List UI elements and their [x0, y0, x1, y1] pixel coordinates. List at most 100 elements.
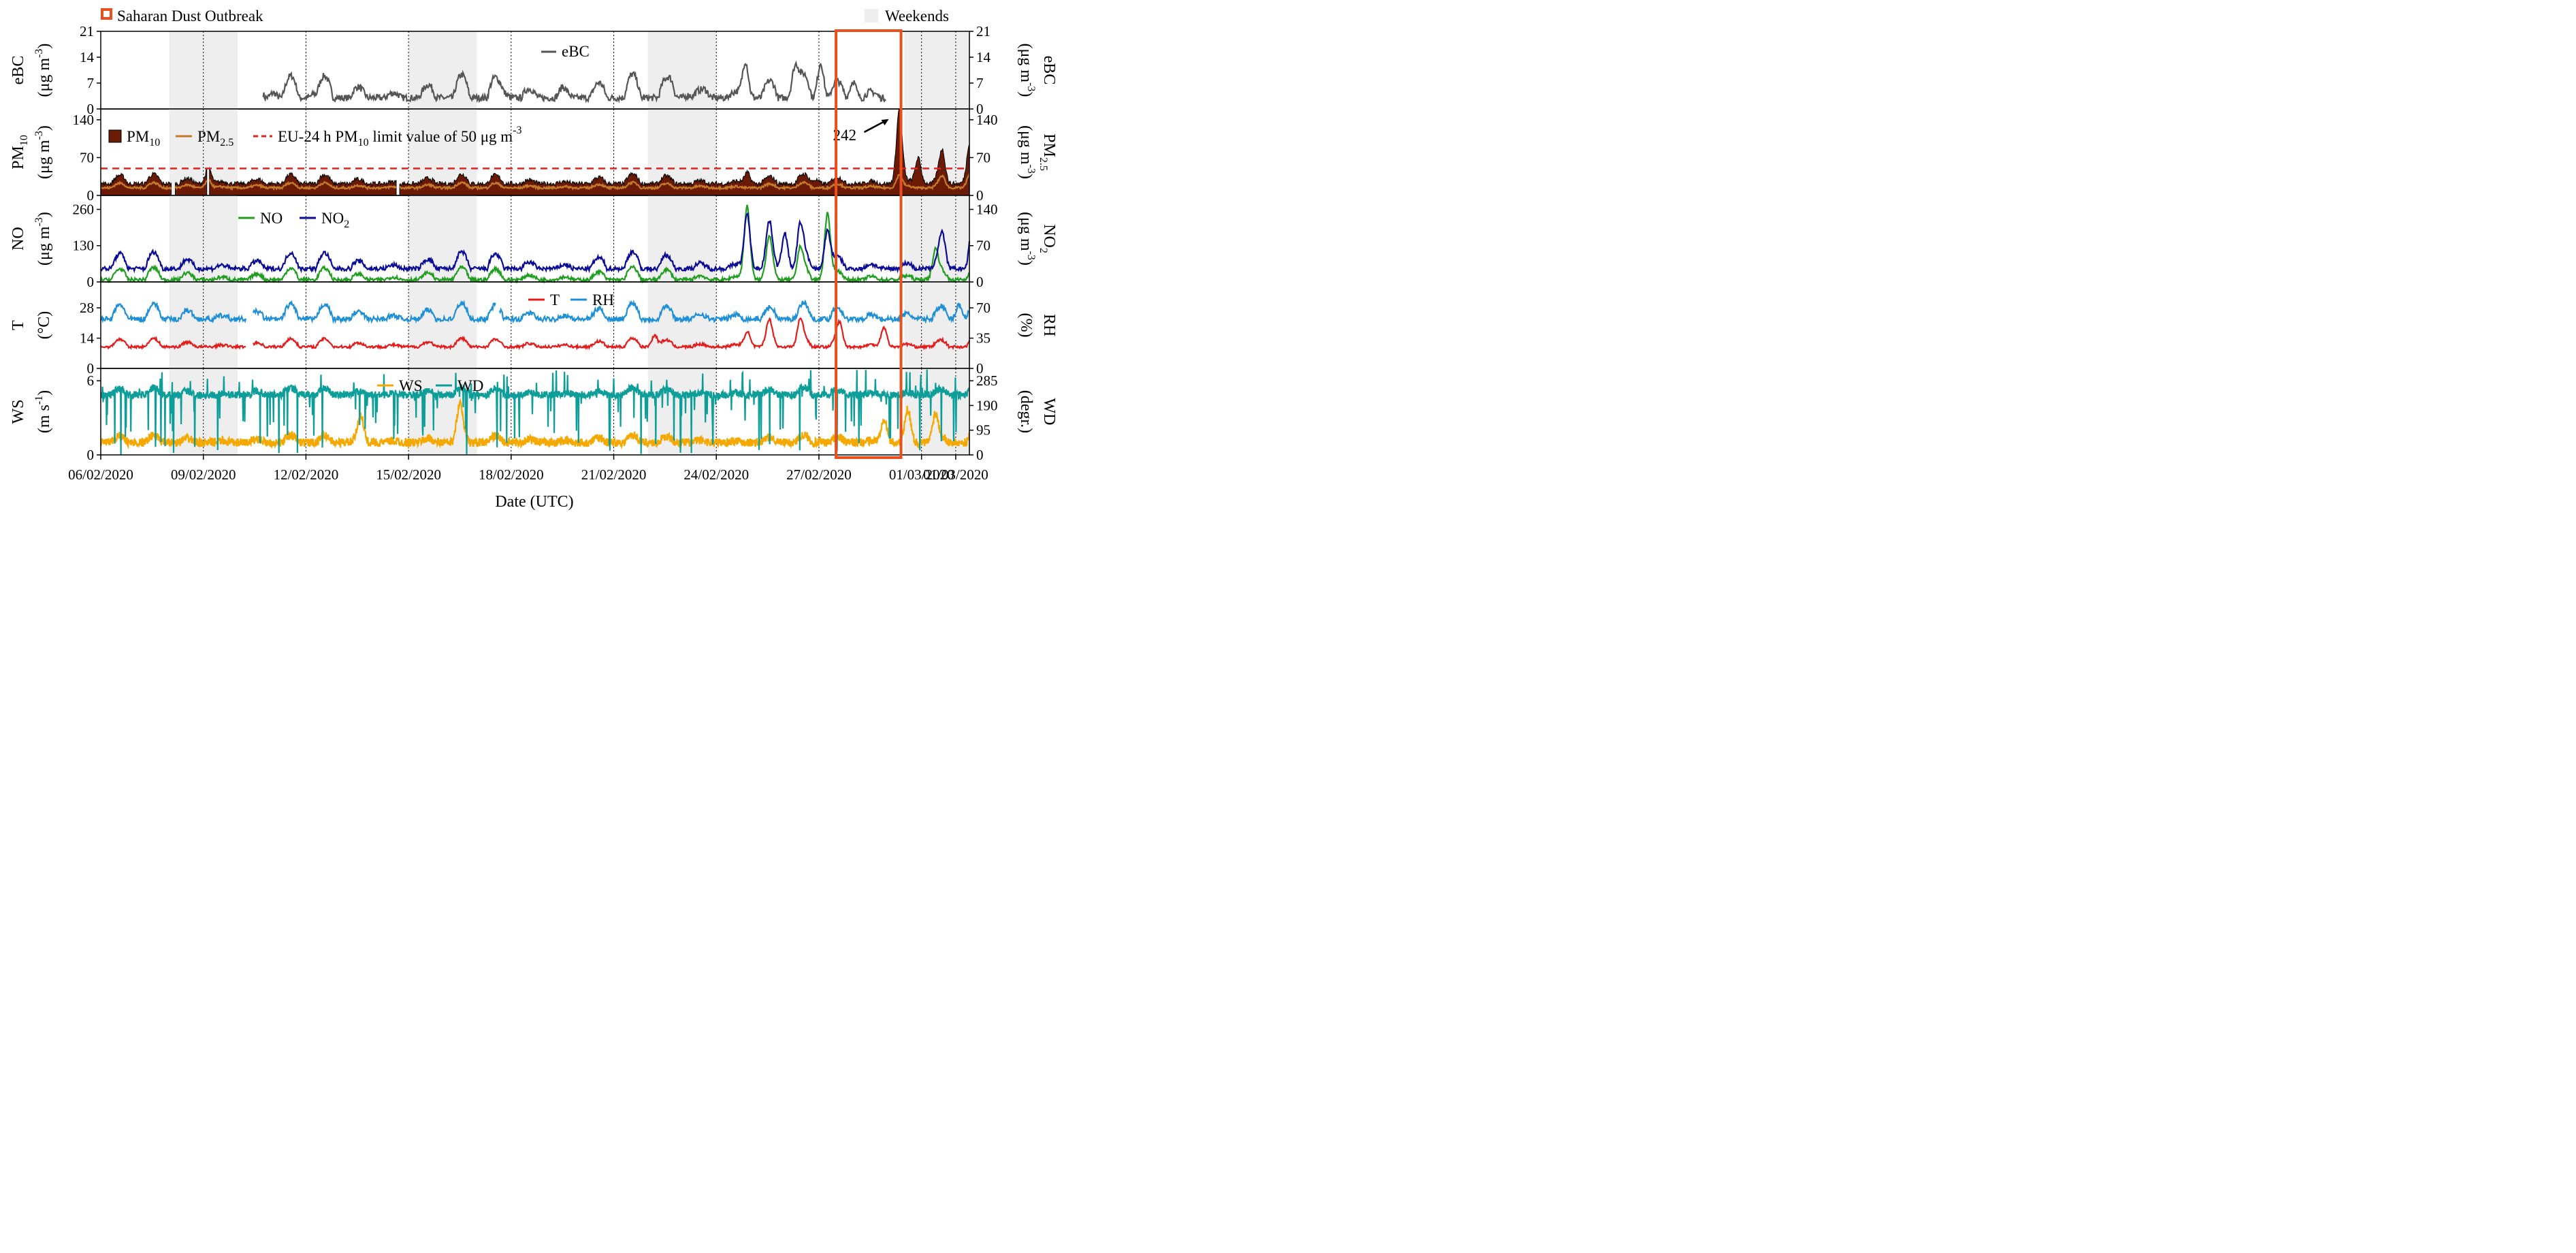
y-tick-label: 0 — [87, 360, 95, 377]
y-axis-unit: (μg m — [1017, 125, 1035, 165]
y-axis-label-main: NO — [10, 227, 27, 251]
y-axis-label-right: PM2.5 — [1037, 133, 1058, 171]
y-axis-unit-right: (%) — [1017, 313, 1035, 338]
y-axis-label-main: eBC — [10, 56, 27, 85]
legend-label-t: T — [550, 291, 560, 308]
y-axis-unit-close: ) — [1017, 91, 1035, 97]
y-axis-label-sub: 10 — [18, 135, 30, 146]
y-tick-label-right: 0 — [976, 447, 984, 463]
legend-sub: 2 — [344, 219, 349, 230]
x-tick-label: 21/02/2020 — [581, 466, 647, 483]
dust-legend-icon — [101, 8, 112, 20]
y-axis-unit-left: (m s-1) — [33, 390, 53, 433]
weekend-band — [904, 282, 969, 368]
y-axis-unit-close: ) — [35, 390, 53, 396]
y-tick-label-right: 35 — [976, 330, 991, 347]
x-axis-label: Date (UTC) — [495, 493, 573, 511]
x-tick-label: 24/02/2020 — [683, 466, 749, 483]
series-area-pm10 — [100, 171, 172, 196]
x-tick-label: 27/02/2020 — [786, 466, 852, 483]
legend-label-ebc: eBC — [562, 43, 590, 60]
y-tick-label-right: 190 — [976, 397, 998, 413]
y-tick-label-right: 140 — [976, 112, 998, 128]
y-axis-label-main: WD — [1040, 398, 1058, 426]
legend-sub: 10 — [358, 137, 369, 148]
legend-post: limit value of 50 μg m — [369, 128, 513, 145]
y-tick-label: 70 — [80, 149, 94, 165]
y-axis-unit-close: ) — [35, 212, 53, 217]
legend-label-pm10: PM10 — [127, 128, 160, 148]
y-tick-label: 21 — [80, 23, 94, 39]
y-tick-label-right: 0 — [976, 101, 984, 117]
series-line-pm2.5 — [399, 173, 970, 191]
y-axis-unit: (μg m — [35, 140, 53, 179]
y-tick-label-right: 70 — [976, 238, 991, 254]
y-axis-label-main: T — [10, 320, 27, 330]
y-tick-label: 6 — [87, 372, 95, 389]
x-tick-label: 01/03/2020 — [923, 466, 988, 483]
y-axis-unit-close: ) — [1017, 174, 1035, 179]
series-line-t — [253, 317, 971, 351]
legend-swatch-pm10 — [108, 129, 122, 143]
weekend-band — [647, 109, 717, 195]
y-axis-label-sub: 2 — [1037, 248, 1049, 253]
y-axis-label-left: WS — [10, 400, 27, 424]
legend-sub: 2.5 — [220, 137, 234, 148]
series-line-pm2.5 — [100, 180, 172, 191]
y-tick-label: 14 — [80, 330, 95, 347]
y-axis-label-right: WD — [1040, 398, 1058, 426]
y-axis-unit-right: (degr.) — [1017, 390, 1035, 433]
y-axis-label-main: PM — [10, 146, 27, 170]
legend-exp: -3 — [513, 125, 521, 136]
series-line-pm2.5 — [174, 180, 208, 190]
y-axis-unit-close: ) — [35, 125, 53, 131]
panel-frame — [100, 368, 970, 456]
y-axis-unit: (°C) — [35, 311, 53, 340]
y-axis-unit: (μg m — [35, 226, 53, 266]
y-axis-unit-exp: -3 — [33, 49, 45, 58]
y-axis-unit-left: (μg m-3) — [33, 212, 53, 266]
y-axis-unit: (m s — [35, 405, 53, 433]
x-tick-label: 18/02/2020 — [479, 466, 544, 483]
y-axis-unit-exp: -3 — [1025, 251, 1037, 260]
y-axis-label-right: RH — [1040, 314, 1058, 336]
y-axis-unit-right: (μg m-3) — [1017, 212, 1037, 266]
y-axis-unit-exp: -3 — [1025, 82, 1037, 91]
legend-label-ws: WS — [399, 377, 423, 394]
y-tick-label-right: 0 — [976, 187, 984, 204]
legend-label-wd: WD — [457, 377, 483, 394]
y-tick-label: 0 — [87, 447, 95, 463]
y-tick-label-right: 140 — [976, 201, 998, 217]
y-axis-unit-close: ) — [1017, 260, 1035, 266]
series-line-no2 — [100, 212, 971, 274]
panel-met: 0 14 28 0 35 70 T (°C) RH (%) T RH — [10, 281, 1058, 377]
y-axis-unit-exp: -3 — [33, 131, 45, 140]
dust-outbreak-box — [835, 29, 903, 459]
y-axis-label-right: eBC — [1040, 56, 1058, 85]
weekend-band — [169, 282, 238, 368]
y-tick-label-right: 7 — [976, 75, 984, 91]
dust-legend-label: Saharan Dust Outbreak — [117, 7, 263, 25]
x-tick-label: 15/02/2020 — [376, 466, 441, 483]
y-axis-unit: (μg m — [35, 58, 53, 97]
legend-label-no2: NO2 — [321, 210, 349, 230]
series-line-rh — [99, 301, 247, 324]
x-tick-label: 09/02/2020 — [171, 466, 236, 483]
y-axis-unit-exp: -3 — [33, 217, 45, 226]
weekend-band — [408, 282, 477, 368]
weekend-legend-label: Weekends — [885, 7, 949, 25]
x-tick-label: 12/02/2020 — [274, 466, 339, 483]
series-line-rh — [253, 300, 496, 325]
x-axis: 06/02/2020 09/02/2020 12/02/2020 15/02/2020… — [68, 455, 988, 483]
weekend-legend-icon — [865, 9, 878, 22]
y-axis-unit-exp: -1 — [33, 396, 45, 405]
y-tick-label: 0 — [87, 274, 95, 290]
series-line-pm2.5 — [208, 179, 397, 191]
y-tick-label-right: 70 — [976, 149, 991, 165]
x-tick-label: 06/02/2020 — [68, 466, 133, 483]
y-axis-unit: (%) — [1017, 313, 1035, 338]
weekend-band — [647, 282, 717, 368]
y-axis-unit: (μg m — [1017, 44, 1035, 83]
y-axis-label-main: RH — [1040, 314, 1058, 336]
